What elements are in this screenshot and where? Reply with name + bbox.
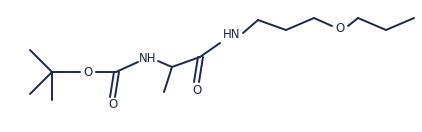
Text: O: O: [335, 22, 345, 34]
Text: HN: HN: [223, 29, 241, 41]
Text: O: O: [108, 98, 118, 112]
Text: O: O: [84, 65, 92, 79]
Text: O: O: [192, 84, 202, 96]
Text: NH: NH: [139, 51, 157, 65]
